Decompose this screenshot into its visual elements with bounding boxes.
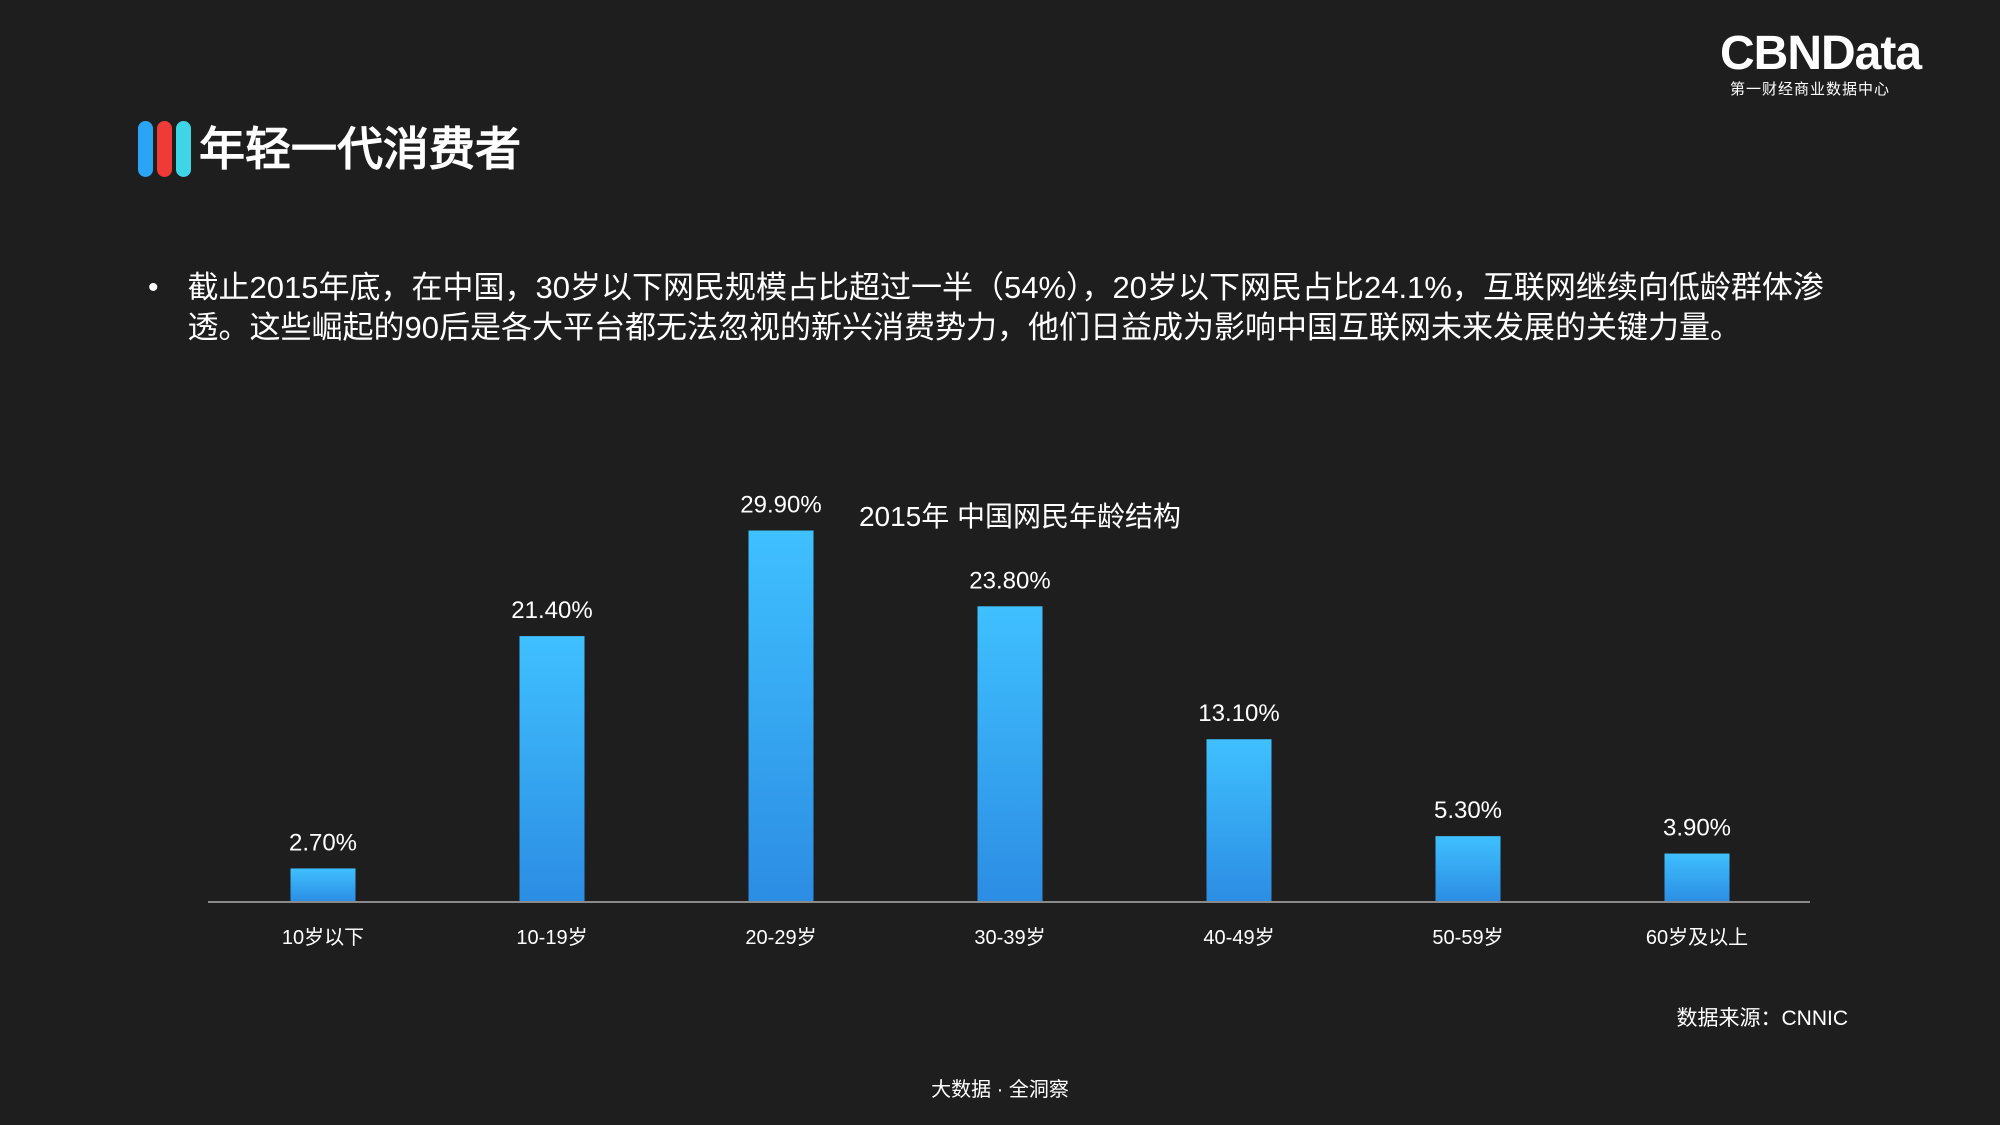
data-label-3: 29.90% [740, 492, 821, 519]
summary-text: 截止2015年底，在中国，30岁以下网民规模占比超过一半（54%），20岁以下网… [187, 270, 1824, 345]
bar-6 [1435, 836, 1501, 902]
data-label-7: 3.90% [1663, 815, 1731, 842]
category-label-2: 10-19岁 [516, 926, 587, 949]
page-title: 年轻一代消费者 [199, 123, 521, 175]
title-bar-cyan [176, 121, 191, 177]
logo-subtitle: 第一财经商业数据中心 [1730, 81, 1891, 98]
title-bar-blue [138, 121, 153, 177]
category-label-1: 10岁以下 [282, 926, 364, 949]
title-bar-red [157, 121, 172, 177]
page-title-block: 年轻一代消费者 [138, 118, 521, 180]
bar-3 [748, 530, 814, 902]
category-label-3: 20-29岁 [745, 926, 816, 949]
logo-wordmark: CBNData [1720, 27, 1922, 80]
title-decoration-icon [138, 121, 191, 177]
data-label-6: 5.30% [1434, 797, 1502, 824]
cbndata-logo: CBNData 第一财经商业数据中心 [1720, 28, 1950, 99]
summary-bullet: • 截止2015年底，在中国，30岁以下网民规模占比超过一半（54%），20岁以… [148, 268, 1868, 348]
data-label-1: 2.70% [289, 829, 357, 856]
category-label-6: 50-59岁 [1432, 926, 1503, 949]
chart-title: 2015年 中国网民年龄结构 [859, 501, 1181, 532]
footer-tagline: 大数据 · 全洞察 [931, 1079, 1069, 1101]
bar-4 [977, 606, 1043, 902]
bar-2 [519, 636, 585, 902]
data-label-5: 13.10% [1198, 700, 1279, 727]
data-label-2: 21.40% [511, 597, 592, 624]
bar-1 [290, 868, 356, 902]
bullet-icon: • [148, 271, 159, 304]
data-source-note: 数据来源：CNNIC [1676, 1007, 1849, 1030]
category-label-5: 40-49岁 [1203, 926, 1274, 949]
category-label-7: 60岁及以上 [1646, 926, 1748, 949]
bars-group: 2.70% 10岁以下 21.40% 10-19岁 29.90% 20-29岁 23.80%… [282, 492, 1748, 949]
bar-7 [1664, 853, 1730, 902]
category-label-4: 30-39岁 [974, 926, 1045, 949]
bar-5 [1206, 739, 1272, 902]
data-label-4: 23.80% [969, 567, 1050, 594]
age-structure-bar-chart: 2015年 中国网民年龄结构 2.70% 10岁以下 21.40% 10-19岁 29.… [208, 492, 1810, 949]
